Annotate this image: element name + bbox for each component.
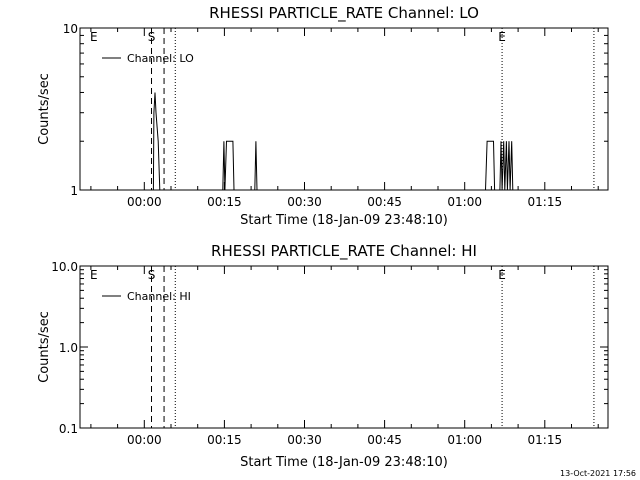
- x-tick-label: 00:30: [287, 195, 322, 209]
- legend-label: Channel: LO: [127, 52, 194, 65]
- y-tick-label: 0.1: [59, 422, 78, 436]
- marker-label: S: [148, 268, 156, 282]
- marker-label: S: [148, 30, 156, 44]
- x-axis-label: Start Time (18-Jan-09 23:48:10): [240, 213, 448, 228]
- chart-title: RHESSI PARTICLE_RATE Channel: HI: [211, 242, 477, 261]
- x-tick-label: 01:00: [447, 433, 482, 447]
- series-line: [152, 92, 514, 191]
- x-tick-label: 01:15: [528, 433, 563, 447]
- y-axis-label: Counts/sec: [37, 73, 52, 145]
- x-axis-label: Start Time (18-Jan-09 23:48:10): [240, 455, 448, 470]
- x-tick-label: 01:00: [447, 195, 482, 209]
- y-axis-label: Counts/sec: [37, 311, 52, 383]
- y-tick-label: 1.0: [59, 341, 78, 355]
- x-tick-label: 00:30: [287, 433, 322, 447]
- chart-panel-2: RHESSI PARTICLE_RATE Channel: HI 00:00 00:…: [37, 242, 609, 470]
- x-tick-label: 01:15: [528, 195, 563, 209]
- x-tick-label: 00:15: [207, 195, 242, 209]
- x-tick-label: 00:45: [367, 195, 402, 209]
- x-tick-label: 00:15: [207, 433, 242, 447]
- y-tick-label: 10: [63, 22, 78, 36]
- marker-label: E: [498, 30, 506, 44]
- chart-panel-1: RHESSI PARTICLE_RATE Channel: LO 00:00 00:…: [37, 4, 609, 228]
- legend-label: Channel: HI: [127, 290, 191, 303]
- marker-label: E: [90, 30, 98, 44]
- y-tick-label: 10.0: [51, 260, 78, 274]
- plot-timestamp: 13-Oct-2021 17:56: [560, 469, 636, 478]
- y-tick-label: 1: [70, 184, 78, 198]
- marker-label: E: [498, 268, 506, 282]
- x-tick-label: 00:45: [367, 433, 402, 447]
- x-tick-label: 00:00: [127, 195, 162, 209]
- marker-label: E: [90, 268, 98, 282]
- chart-title: RHESSI PARTICLE_RATE Channel: LO: [209, 4, 479, 23]
- x-tick-label: 00:00: [127, 433, 162, 447]
